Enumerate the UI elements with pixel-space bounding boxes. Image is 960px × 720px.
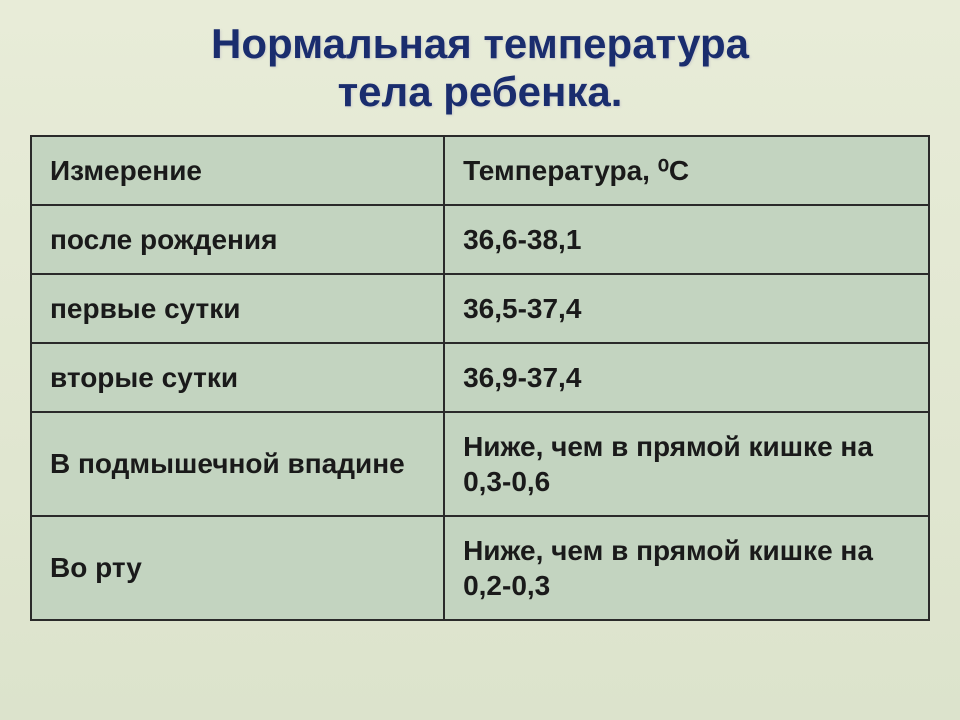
table-row: первые сутки 36,5-37,4 bbox=[31, 274, 929, 343]
page-title: Нормальная температура тела ребенка. bbox=[30, 20, 930, 117]
row-value: Ниже, чем в прямой кишке на 0,3-0,6 bbox=[444, 412, 929, 516]
header-temperature: Температура, ⁰С bbox=[444, 136, 929, 205]
table-row: после рождения 36,6-38,1 bbox=[31, 205, 929, 274]
title-line2: тела ребенка. bbox=[338, 68, 623, 115]
row-value: Ниже, чем в прямой кишке на 0,2-0,3 bbox=[444, 516, 929, 620]
table-row: вторые сутки 36,9-37,4 bbox=[31, 343, 929, 412]
header-measurement: Измерение bbox=[31, 136, 444, 205]
table-row: В подмышечной впадине Ниже, чем в прямой… bbox=[31, 412, 929, 516]
table-header-row: Измерение Температура, ⁰С bbox=[31, 136, 929, 205]
table-row: Во рту Ниже, чем в прямой кишке на 0,2-0… bbox=[31, 516, 929, 620]
row-label: первые сутки bbox=[31, 274, 444, 343]
row-value: 36,9-37,4 bbox=[444, 343, 929, 412]
title-line1: Нормальная температура bbox=[211, 20, 749, 67]
row-value: 36,5-37,4 bbox=[444, 274, 929, 343]
row-label: после рождения bbox=[31, 205, 444, 274]
temperature-table: Измерение Температура, ⁰С после рождения… bbox=[30, 135, 930, 621]
row-label: Во рту bbox=[31, 516, 444, 620]
row-label: вторые сутки bbox=[31, 343, 444, 412]
row-label: В подмышечной впадине bbox=[31, 412, 444, 516]
row-value: 36,6-38,1 bbox=[444, 205, 929, 274]
